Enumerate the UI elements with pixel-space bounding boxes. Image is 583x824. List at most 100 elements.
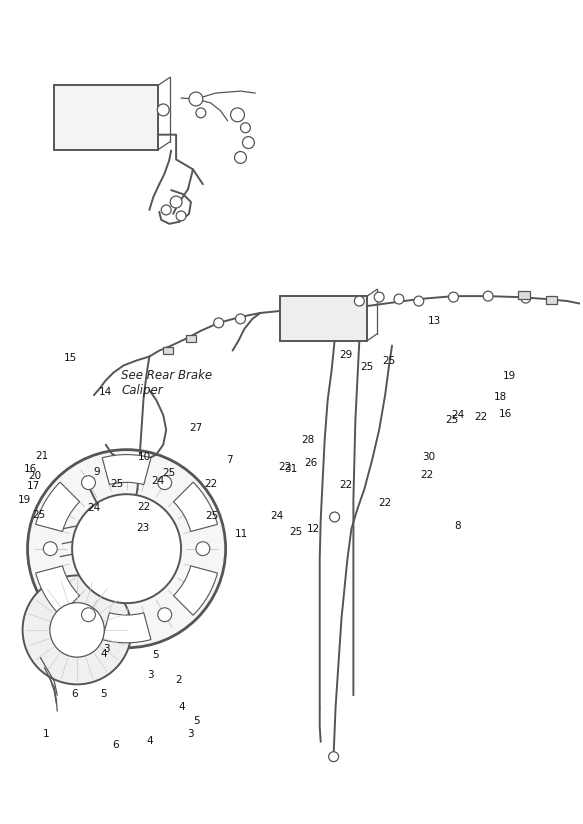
- Text: 22: 22: [340, 480, 353, 490]
- Text: 18: 18: [494, 392, 507, 402]
- Circle shape: [82, 608, 96, 621]
- Text: 22: 22: [204, 479, 217, 489]
- Text: 14: 14: [99, 387, 112, 397]
- Circle shape: [72, 494, 181, 603]
- Circle shape: [27, 450, 226, 648]
- Text: 4: 4: [147, 736, 153, 746]
- Text: 16: 16: [24, 464, 37, 474]
- Text: 10: 10: [138, 452, 151, 462]
- Text: 25: 25: [445, 415, 459, 425]
- Text: 22: 22: [278, 462, 291, 472]
- Text: 6: 6: [112, 740, 119, 750]
- Text: 21: 21: [36, 451, 48, 461]
- Text: 17: 17: [27, 481, 40, 491]
- Bar: [546, 296, 557, 304]
- Wedge shape: [102, 455, 151, 485]
- Text: 5: 5: [153, 650, 159, 660]
- Wedge shape: [174, 482, 217, 531]
- Circle shape: [243, 137, 254, 148]
- Circle shape: [236, 314, 245, 324]
- Circle shape: [43, 541, 57, 555]
- Circle shape: [196, 541, 210, 555]
- Circle shape: [176, 211, 186, 221]
- Text: 23: 23: [136, 523, 149, 533]
- Circle shape: [241, 123, 250, 133]
- Circle shape: [234, 152, 247, 163]
- Circle shape: [158, 608, 171, 621]
- Bar: [186, 335, 196, 342]
- Text: 26: 26: [304, 458, 317, 468]
- Circle shape: [170, 196, 182, 208]
- Text: 25: 25: [290, 527, 303, 537]
- Text: 3: 3: [187, 729, 194, 739]
- Text: 13: 13: [428, 316, 441, 325]
- Text: 11: 11: [234, 530, 248, 540]
- Text: 9: 9: [93, 466, 100, 476]
- Circle shape: [189, 92, 203, 106]
- Text: 25: 25: [382, 357, 395, 367]
- Text: 25: 25: [163, 468, 175, 478]
- Circle shape: [214, 318, 224, 328]
- Circle shape: [329, 751, 339, 761]
- Circle shape: [483, 291, 493, 301]
- Text: 25: 25: [111, 479, 124, 489]
- Circle shape: [82, 475, 96, 489]
- Text: 8: 8: [455, 522, 461, 531]
- Text: 5: 5: [193, 715, 199, 725]
- Circle shape: [23, 575, 132, 685]
- Text: 5: 5: [100, 689, 107, 699]
- Circle shape: [158, 475, 171, 489]
- Text: 3: 3: [103, 644, 110, 653]
- Text: 31: 31: [284, 464, 297, 474]
- Text: 29: 29: [340, 350, 353, 360]
- Text: 20: 20: [28, 471, 41, 481]
- Text: 19: 19: [503, 371, 517, 381]
- Text: 22: 22: [138, 503, 151, 513]
- Text: 22: 22: [475, 412, 487, 422]
- Text: 24: 24: [451, 410, 465, 420]
- Text: 3: 3: [147, 670, 153, 680]
- Circle shape: [157, 104, 169, 116]
- Bar: [518, 291, 530, 299]
- Text: 24: 24: [87, 503, 101, 513]
- Text: 28: 28: [301, 435, 314, 445]
- Text: 16: 16: [498, 409, 512, 419]
- Circle shape: [414, 296, 424, 306]
- Wedge shape: [36, 482, 80, 531]
- Text: 22: 22: [420, 470, 434, 480]
- Circle shape: [196, 108, 206, 118]
- Text: 2: 2: [175, 675, 182, 685]
- Text: 7: 7: [226, 455, 233, 466]
- Circle shape: [329, 512, 339, 522]
- Text: 6: 6: [72, 689, 78, 699]
- Text: 4: 4: [178, 702, 185, 713]
- Circle shape: [521, 293, 531, 303]
- Text: 27: 27: [189, 424, 203, 433]
- Circle shape: [374, 293, 384, 302]
- Text: 19: 19: [18, 495, 31, 505]
- Wedge shape: [102, 613, 151, 643]
- Bar: [54, 85, 158, 149]
- Text: 22: 22: [378, 499, 392, 508]
- Bar: [280, 296, 367, 340]
- Text: 25: 25: [360, 362, 373, 372]
- Text: 12: 12: [307, 524, 320, 534]
- Text: 30: 30: [422, 452, 436, 462]
- Circle shape: [161, 205, 171, 215]
- Text: 1: 1: [43, 729, 50, 739]
- Text: 24: 24: [151, 476, 164, 486]
- Text: See Rear Brake
Caliper: See Rear Brake Caliper: [121, 368, 212, 396]
- Text: 15: 15: [64, 353, 78, 363]
- Circle shape: [231, 108, 244, 122]
- Text: 4: 4: [100, 649, 107, 659]
- Bar: [163, 347, 173, 353]
- Text: 25: 25: [33, 510, 46, 520]
- Circle shape: [354, 296, 364, 306]
- Wedge shape: [174, 566, 217, 616]
- Text: 24: 24: [271, 512, 284, 522]
- Circle shape: [448, 293, 458, 302]
- Wedge shape: [36, 566, 80, 616]
- Circle shape: [394, 294, 404, 304]
- Text: 25: 25: [205, 511, 219, 521]
- Circle shape: [50, 602, 104, 658]
